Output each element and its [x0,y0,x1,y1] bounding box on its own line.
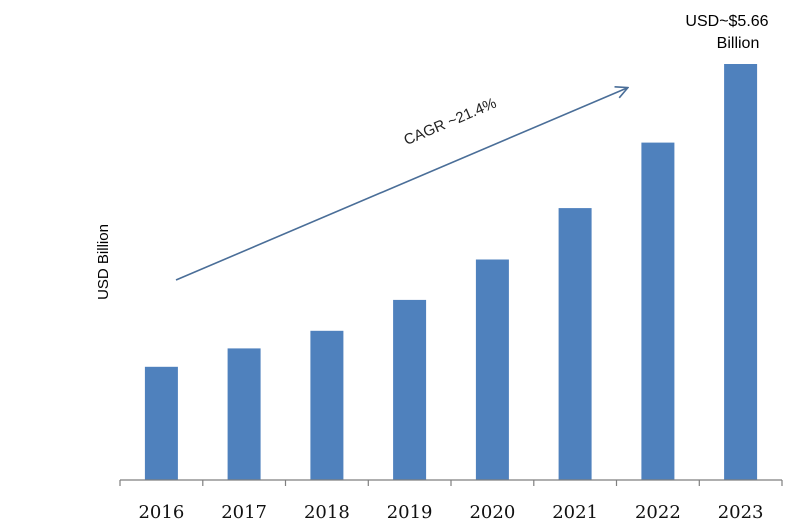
x-tick-label-2020: 2020 [469,502,515,523]
bar-2020 [475,259,509,480]
bar-2019 [393,299,427,480]
x-tick-label-2016: 2016 [138,502,184,523]
x-tick-label-2022: 2022 [635,502,681,523]
bar-series [144,64,758,480]
bar-2016 [144,366,178,480]
y-axis-title: USD Billion [95,224,112,300]
x-axis-tick-labels: 2016 2017 2018 2019 2020 2021 2022 2023 [138,502,763,523]
bar-2023 [724,64,758,480]
callout-unit: Billion [717,35,760,52]
bar-2022 [641,142,675,480]
bar-2017 [227,348,261,480]
trend-arrow [175,88,627,281]
bar-2018 [310,330,344,480]
x-tick-label-2019: 2019 [387,502,433,523]
x-tick-label-2017: 2017 [221,502,267,523]
x-tick-label-2023: 2023 [718,502,764,523]
bar-2021 [558,208,592,480]
cagr-label: CAGR ~21.4% [401,95,499,149]
x-tick-label-2018: 2018 [304,502,350,523]
x-tick-label-2021: 2021 [552,502,598,523]
x-axis-ticks [119,480,783,486]
callout-value: USD~$5.66 [685,13,768,30]
